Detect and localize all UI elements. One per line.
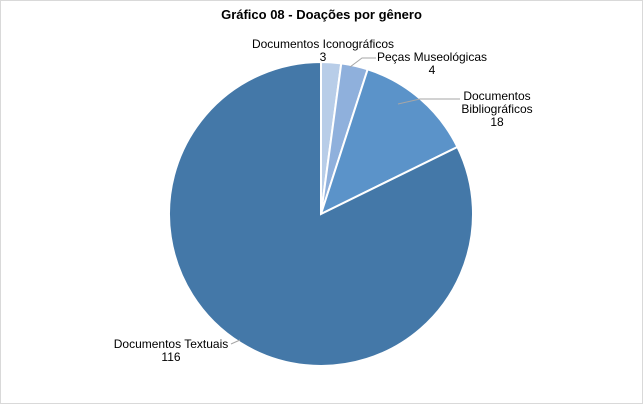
label-textuais-name: Documentos Textuais [114, 337, 229, 351]
label-textuais-value: 116 [161, 350, 180, 364]
label-museologicas-name: Peças Museológicas [377, 50, 487, 64]
label-bibliograficos-value: 18 [490, 115, 504, 129]
label-bibliograficos-name2: Bibliográficos [461, 102, 532, 116]
label-iconograficos-value: 3 [320, 50, 327, 64]
pie-slices [168, 60, 474, 367]
chart-title: Gráfico 08 - Doações por gênero [221, 7, 422, 22]
label-bibliograficos-name1: Documentos [463, 89, 530, 103]
leader-lines [230, 57, 460, 345]
data-labels: Documentos Iconográficos 3 Peças Museoló… [114, 37, 533, 364]
label-iconograficos-name: Documentos Iconográficos [252, 37, 394, 51]
label-museologicas-value: 4 [429, 63, 436, 77]
pie-slice-documentos-textuais [168, 60, 474, 367]
